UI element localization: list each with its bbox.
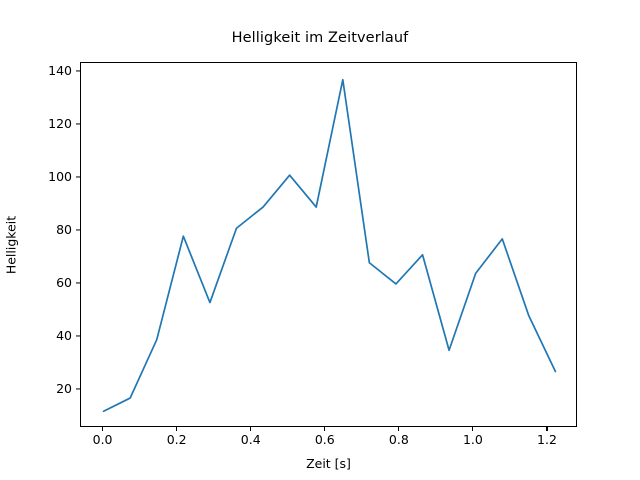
x-tick-mark bbox=[176, 427, 178, 431]
plot-axes-area bbox=[80, 62, 577, 427]
line-plot-svg bbox=[102, 78, 557, 413]
x-tick-mark bbox=[398, 427, 400, 431]
y-axis-label-container: Helligkeit bbox=[0, 62, 22, 427]
y-tick-mark bbox=[76, 282, 80, 284]
y-tick-label: 80 bbox=[56, 221, 72, 237]
y-axis-tick-marks bbox=[76, 62, 80, 427]
x-tick-label: 0.4 bbox=[240, 432, 261, 447]
x-tick-mark bbox=[546, 427, 548, 431]
y-axis-tick-labels: 20 40 60 80 100 120 140 bbox=[25, 62, 72, 427]
y-tick-mark bbox=[76, 388, 80, 390]
y-axis-label: Helligkeit bbox=[3, 215, 19, 274]
x-tick-mark bbox=[324, 427, 326, 431]
y-tick-mark bbox=[76, 229, 80, 231]
y-tick-label: 40 bbox=[56, 327, 72, 343]
y-tick-label: 60 bbox=[56, 274, 72, 290]
y-tick-label: 20 bbox=[56, 380, 72, 396]
x-tick-mark bbox=[472, 427, 474, 431]
y-tick-label: 120 bbox=[48, 115, 72, 131]
x-tick-label: 1.0 bbox=[462, 432, 483, 447]
y-tick-mark bbox=[76, 123, 80, 125]
y-tick-mark bbox=[76, 70, 80, 72]
y-tick-mark bbox=[76, 176, 80, 178]
x-tick-mark bbox=[102, 427, 104, 431]
chart-title: Helligkeit im Zeitverlauf bbox=[231, 30, 409, 46]
x-tick-mark bbox=[250, 427, 252, 431]
x-tick-label: 0.6 bbox=[314, 432, 335, 447]
x-tick-label: 0.0 bbox=[92, 432, 113, 447]
x-tick-label: 1.2 bbox=[537, 432, 557, 447]
x-axis-label: Zeit [s] bbox=[306, 456, 351, 471]
x-tick-label: 0.8 bbox=[388, 432, 409, 447]
x-tick-label: 0.2 bbox=[166, 432, 187, 447]
y-tick-label: 140 bbox=[48, 62, 72, 78]
x-axis-tick-marks bbox=[80, 427, 577, 431]
y-tick-label: 100 bbox=[48, 168, 72, 184]
x-axis-tick-labels: 0.0 0.2 0.4 0.6 0.8 1.0 1.2 bbox=[80, 432, 577, 452]
data-series-line bbox=[102, 78, 557, 413]
y-tick-mark bbox=[76, 335, 80, 337]
